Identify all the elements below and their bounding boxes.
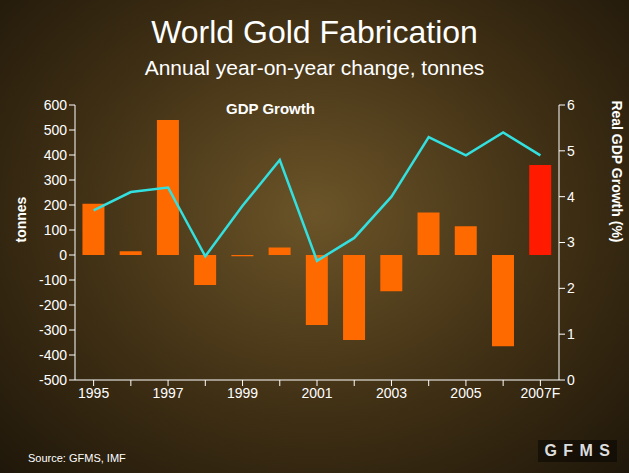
html-text:Source: GFMS, IMF: Source: GFMS, IMF: [28, 452, 126, 464]
svg-text:3: 3: [567, 234, 575, 250]
svg-text:-400: -400: [39, 347, 67, 363]
svg-text:4: 4: [567, 189, 575, 205]
svg-text:1997: 1997: [152, 385, 183, 401]
html-text:World Gold Fabrication: World Gold Fabrication: [151, 14, 478, 50]
svg-text:-200: -200: [39, 297, 67, 313]
svg-text:0: 0: [59, 247, 67, 263]
svg-text:2001: 2001: [301, 385, 332, 401]
svg-text:2005: 2005: [450, 385, 481, 401]
svg-text:1: 1: [567, 326, 575, 342]
svg-text:tonnes: tonnes: [13, 196, 29, 242]
svg-text:200: 200: [44, 197, 68, 213]
svg-text:Real GDP Growth (%): Real GDP Growth (%): [609, 100, 625, 242]
svg-text:300: 300: [44, 172, 68, 188]
svg-text:0: 0: [567, 372, 575, 388]
svg-text:2003: 2003: [376, 385, 407, 401]
svg-text:1999: 1999: [227, 385, 258, 401]
svg-text:400: 400: [44, 147, 68, 163]
svg-text:6: 6: [567, 97, 575, 113]
svg-text:-100: -100: [39, 272, 67, 288]
html-text:G F M S: G F M S: [544, 442, 611, 459]
svg-text:1995: 1995: [78, 385, 109, 401]
svg-text:2007F: 2007F: [521, 385, 561, 401]
svg-text:100: 100: [44, 222, 68, 238]
svg-text:-500: -500: [39, 372, 67, 388]
html-text:GDP Growth: GDP Growth: [226, 100, 315, 117]
svg-text:600: 600: [44, 97, 68, 113]
svg-text:5: 5: [567, 143, 575, 159]
svg-text:2: 2: [567, 280, 575, 296]
svg-text:500: 500: [44, 122, 68, 138]
html-text:Annual year-on-year change, to: Annual year-on-year change, tonnes: [144, 56, 485, 79]
svg-text:-300: -300: [39, 322, 67, 338]
